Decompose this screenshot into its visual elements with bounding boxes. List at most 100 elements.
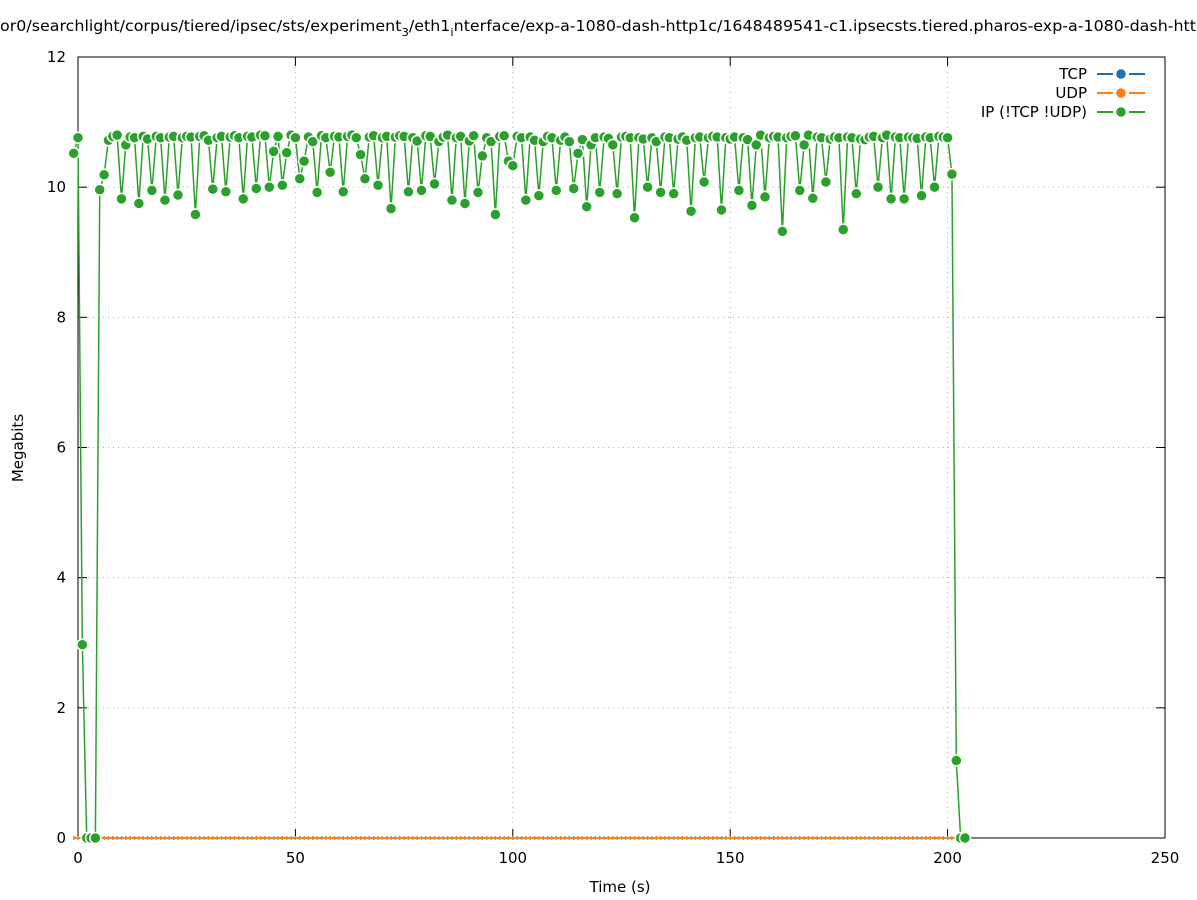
data-point (250, 182, 263, 195)
chart-title: or0/searchlight/corpus/tiered/ipsec/sts/… (0, 17, 1196, 39)
title-part: or0/searchlight/corpus/tiered/ipsec/sts/… (0, 17, 402, 35)
data-point (776, 225, 789, 238)
data-point (415, 184, 428, 197)
legend-label: UDP (1055, 84, 1087, 102)
data-point (132, 197, 146, 210)
data-point (610, 187, 624, 200)
data-point (684, 204, 698, 218)
data-point (263, 180, 276, 194)
data-point (267, 145, 280, 158)
data-point (884, 192, 898, 206)
data-point (145, 184, 159, 197)
data-point (371, 178, 385, 192)
legend-swatch (1114, 86, 1128, 100)
data-point (793, 184, 807, 197)
data-point (819, 175, 833, 189)
x-tick-label: 150 (716, 849, 745, 867)
data-point (206, 182, 220, 196)
data-point (489, 208, 502, 221)
title-part: /eth1 (409, 17, 451, 35)
data-point (654, 186, 667, 199)
data-point (76, 638, 89, 651)
data-point (189, 208, 202, 221)
title-part: i (450, 26, 453, 39)
data-point (697, 175, 711, 189)
data-point (850, 187, 863, 200)
data-point (384, 202, 398, 215)
data-point (323, 165, 337, 179)
data-point (293, 172, 306, 185)
x-tick-label: 200 (933, 849, 962, 867)
data-point (497, 129, 511, 143)
data-point (958, 831, 972, 845)
data-point (336, 185, 350, 198)
data-point (471, 186, 485, 199)
data-point (110, 128, 124, 142)
y-tick-label: 4 (56, 569, 66, 587)
y-tick-label: 12 (47, 48, 66, 66)
data-point (219, 185, 233, 198)
data-point (519, 193, 533, 207)
y-tick-label: 10 (47, 178, 66, 196)
data-point (276, 178, 289, 192)
data-point (550, 184, 563, 197)
data-point (758, 190, 772, 204)
data-point (641, 180, 654, 194)
data-point (289, 131, 302, 144)
data-point (506, 159, 520, 172)
data-point (158, 193, 172, 207)
x-tick-label: 0 (73, 849, 83, 867)
data-point (445, 193, 459, 207)
data-point (258, 129, 272, 143)
legend-label: TCP (1058, 65, 1087, 83)
data-point (715, 203, 728, 217)
data-point (358, 172, 372, 185)
data-point (236, 192, 250, 206)
data-point (476, 149, 489, 163)
data-point (458, 197, 472, 210)
data-point (306, 135, 320, 148)
data-point (945, 167, 959, 181)
data-point (67, 147, 80, 160)
data-point (571, 147, 585, 160)
x-tick-label: 50 (286, 849, 305, 867)
y-tick-label: 8 (56, 308, 66, 326)
title-part: nterface/exp-a-1080-dash-http1c/16484895… (454, 17, 1196, 35)
y-tick-label: 0 (56, 829, 66, 847)
data-point (628, 211, 641, 225)
data-point (593, 186, 607, 199)
data-point (928, 180, 941, 194)
data-point (310, 186, 324, 199)
data-point (97, 168, 111, 182)
data-point (606, 138, 620, 152)
data-point (171, 188, 185, 202)
series-line (72, 133, 965, 839)
data-point (667, 187, 680, 200)
data-point (950, 754, 963, 767)
y-axis-label: Megabits (9, 414, 27, 482)
data-point (871, 180, 885, 194)
data-point (280, 146, 293, 159)
legend-swatch (1114, 67, 1128, 81)
x-tick-label: 100 (498, 849, 527, 867)
y-tick-label: 6 (56, 439, 66, 457)
x-tick-label: 250 (1151, 849, 1180, 867)
data-point (71, 131, 85, 144)
legend-swatch (1114, 105, 1128, 119)
data-point (89, 831, 102, 845)
data-point (567, 182, 580, 195)
data-point (580, 200, 593, 213)
x-axis-label: Time (s) (589, 878, 651, 896)
y-tick-label: 2 (56, 699, 66, 717)
data-point (402, 185, 415, 198)
data-point (806, 191, 820, 205)
data-point (789, 129, 802, 143)
data-point (941, 131, 954, 144)
data-point (271, 130, 285, 143)
data-point (563, 135, 576, 148)
data-point (297, 154, 311, 168)
data-point (897, 192, 911, 206)
data-point (915, 189, 928, 202)
data-point (732, 184, 746, 197)
